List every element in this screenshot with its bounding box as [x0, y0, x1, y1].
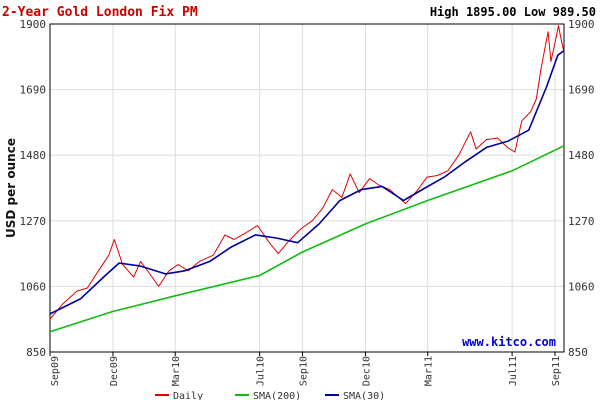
legend: Daily SMA(200) SMA(30) [155, 391, 385, 400]
y-axis-label: USD per ounce [4, 138, 18, 238]
grid-lines [50, 24, 564, 352]
series-lines [49, 25, 565, 333]
plot-area-border [49, 23, 565, 353]
x-tick-label: Jul10 [256, 356, 267, 386]
y-tick-label-right: 1900 [568, 18, 595, 31]
legend-label: Daily [173, 391, 203, 400]
x-tick-label: Dec10 [361, 356, 372, 386]
y-tick-label-right: 1690 [568, 84, 595, 97]
series-line-sma-200 [49, 145, 565, 333]
y-tick-label-right: 850 [568, 346, 588, 359]
series-line-daily [49, 25, 565, 320]
y-tick-label-left: 1060 [20, 280, 47, 293]
high-low-readout: High 1895.00 Low 989.50 [430, 5, 596, 19]
x-tick-label: Dec09 [109, 356, 120, 386]
x-tick-label: Sep09 [50, 356, 61, 386]
x-tick-label: Sep11 [551, 356, 562, 386]
y-tick-label-right: 1480 [568, 149, 595, 162]
chart-title: 2-Year Gold London Fix PM [2, 5, 198, 20]
y-tick-label-left: 1900 [20, 18, 47, 31]
y-tick-label-left: 1690 [20, 84, 47, 97]
x-tick-label: Mar10 [171, 356, 182, 386]
legend-label: SMA(30) [343, 391, 385, 400]
x-tick-label: Sep10 [299, 356, 310, 386]
x-axis-ticks: Sep09 Dec09 Mar10 Jul10 Sep10 Dec10 Mar11 Jul11… [49, 352, 562, 386]
y-tick-label-left: 1270 [20, 215, 47, 228]
series-line-sma-30 [49, 49, 565, 315]
watermark-site: www.kitco.com [462, 335, 556, 349]
x-tick-label: Mar11 [424, 356, 435, 386]
legend-label: SMA(200) [253, 391, 301, 400]
y-tick-label-right: 1270 [568, 215, 595, 228]
x-tick-label: Jul11 [508, 356, 519, 386]
y-tick-label-left: 850 [26, 346, 46, 359]
y-tick-label-left: 1480 [20, 149, 47, 162]
y-axis-ticks: 1900 1900 1690 1690 1480 1480 1270 1270 1060 1060… [20, 18, 595, 359]
y-tick-label-right: 1060 [568, 280, 595, 293]
